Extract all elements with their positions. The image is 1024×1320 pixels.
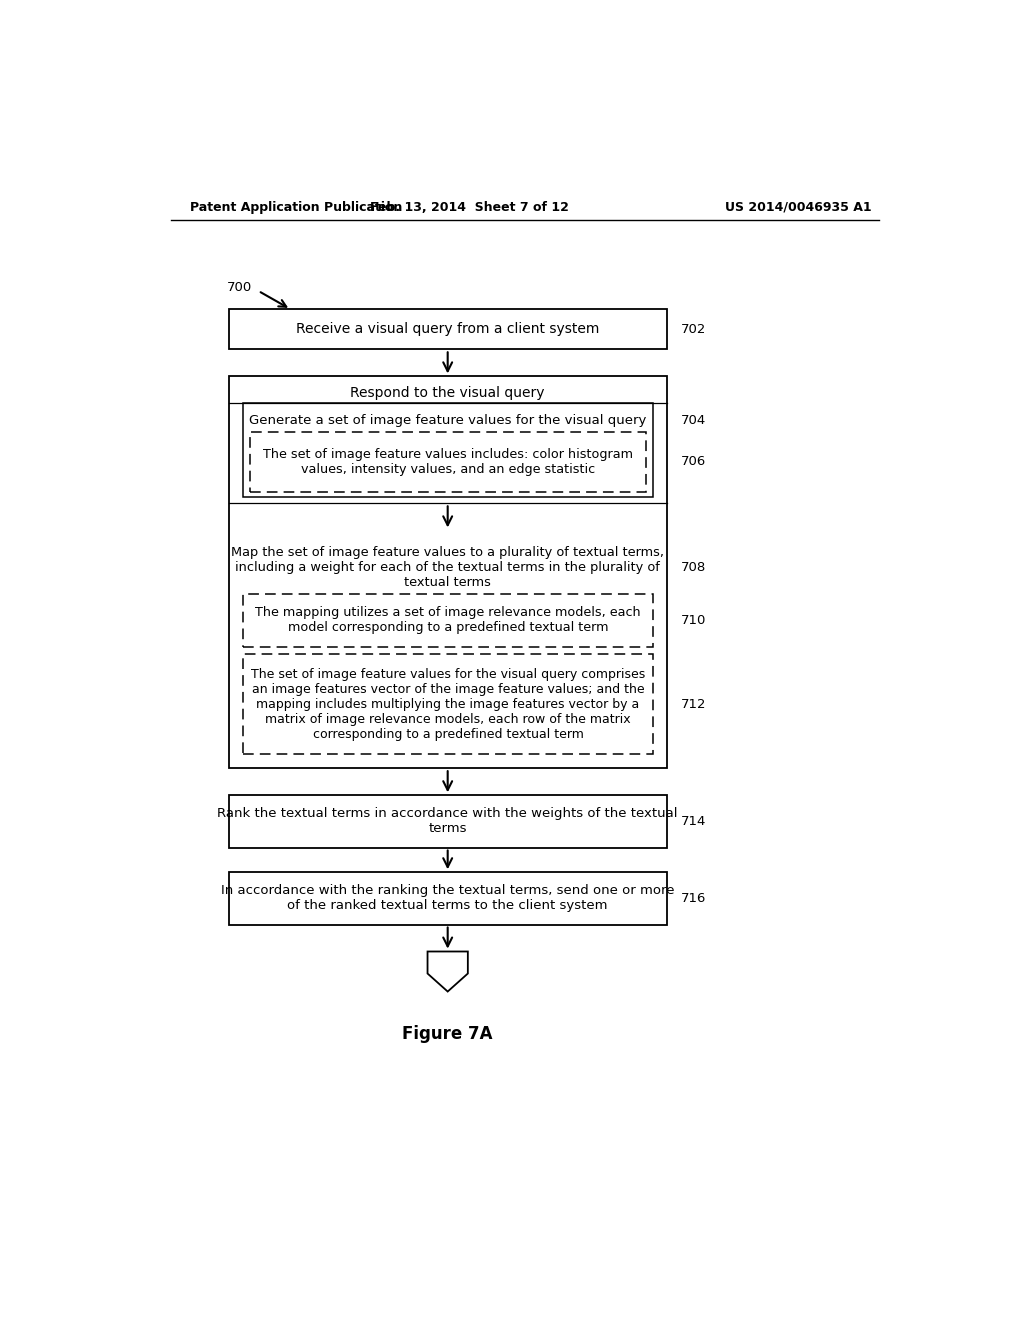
FancyBboxPatch shape	[228, 376, 667, 768]
Text: A: A	[442, 957, 453, 972]
FancyBboxPatch shape	[243, 594, 653, 647]
Text: 714: 714	[681, 814, 706, 828]
Text: Patent Application Publication: Patent Application Publication	[190, 201, 402, 214]
FancyBboxPatch shape	[228, 309, 667, 350]
Text: In accordance with the ranking the textual terms, send one or more
of the ranked: In accordance with the ranking the textu…	[221, 884, 675, 912]
Text: 702: 702	[681, 323, 706, 335]
Text: Feb. 13, 2014  Sheet 7 of 12: Feb. 13, 2014 Sheet 7 of 12	[370, 201, 568, 214]
FancyBboxPatch shape	[251, 432, 646, 492]
Text: Receive a visual query from a client system: Receive a visual query from a client sys…	[296, 322, 599, 337]
Text: 706: 706	[681, 455, 706, 469]
Text: 716: 716	[681, 892, 706, 906]
Text: US 2014/0046935 A1: US 2014/0046935 A1	[725, 201, 872, 214]
Text: 710: 710	[681, 614, 706, 627]
FancyBboxPatch shape	[243, 404, 653, 498]
Text: Rank the textual terms in accordance with the weights of the textual
terms: Rank the textual terms in accordance wit…	[217, 808, 678, 836]
Text: 712: 712	[681, 698, 707, 711]
Text: The set of image feature values for the visual query comprises
an image features: The set of image feature values for the …	[251, 668, 645, 741]
Text: Figure 7A: Figure 7A	[402, 1024, 493, 1043]
Polygon shape	[428, 952, 468, 991]
Text: Map the set of image feature values to a plurality of textual terms,
including a: Map the set of image feature values to a…	[231, 545, 665, 589]
FancyBboxPatch shape	[228, 873, 667, 924]
FancyBboxPatch shape	[228, 795, 667, 847]
Text: 700: 700	[227, 281, 253, 294]
FancyBboxPatch shape	[243, 655, 653, 755]
Text: 704: 704	[681, 413, 706, 426]
Text: 708: 708	[681, 561, 706, 574]
Text: Generate a set of image feature values for the visual query: Generate a set of image feature values f…	[250, 413, 647, 426]
Text: The set of image feature values includes: color histogram
values, intensity valu: The set of image feature values includes…	[263, 447, 633, 475]
Text: The mapping utilizes a set of image relevance models, each
model corresponding t: The mapping utilizes a set of image rele…	[255, 606, 641, 635]
Text: Respond to the visual query: Respond to the visual query	[350, 387, 545, 400]
